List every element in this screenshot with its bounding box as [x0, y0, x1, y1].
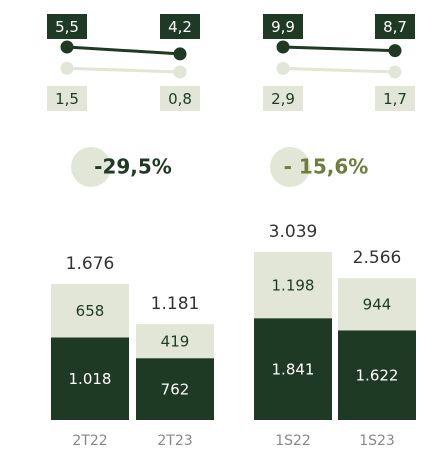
bar-segment — [338, 330, 416, 420]
value-box — [263, 86, 303, 111]
segment-label: 762 — [161, 381, 190, 399]
badge — [270, 147, 310, 187]
segment-label: 658 — [76, 302, 105, 320]
bar-segment — [136, 324, 214, 359]
line — [282, 45, 396, 53]
value-box — [47, 14, 87, 39]
segment-label: 1.018 — [69, 370, 112, 388]
value-label: 9,9 — [271, 18, 295, 36]
segment-label: 1.622 — [356, 367, 399, 385]
segment-label: 1.198 — [272, 277, 315, 295]
line — [282, 66, 396, 74]
value-box — [375, 14, 415, 39]
value-box — [263, 14, 303, 39]
point — [276, 40, 290, 54]
segment-label: 944 — [363, 296, 392, 314]
segment-label: 1.841 — [272, 361, 315, 379]
annotation: - 15,6% — [284, 155, 369, 179]
bar-segment — [254, 252, 332, 319]
point — [388, 44, 402, 58]
value-label: 0,8 — [168, 90, 192, 108]
line — [66, 45, 181, 56]
value-label: 4,2 — [168, 18, 192, 36]
badge — [71, 147, 111, 187]
value-label: 2,9 — [271, 90, 295, 108]
value-label: 8,7 — [383, 18, 407, 36]
point — [173, 47, 187, 61]
value-box — [47, 86, 87, 111]
bar-segment — [51, 337, 129, 420]
annotation: -29,5% — [94, 155, 172, 179]
bar-segment — [254, 318, 332, 420]
total-label: 1.676 — [66, 254, 115, 274]
x-tick-label: 1S22 — [275, 433, 311, 449]
point — [173, 65, 187, 79]
segment-label: 419 — [161, 333, 190, 351]
bar-segment — [338, 278, 416, 331]
point — [388, 65, 402, 79]
value-box — [160, 86, 200, 111]
value-label: 5,5 — [55, 18, 79, 36]
point — [60, 40, 74, 54]
bar-segment — [136, 358, 214, 420]
value-label: 1,5 — [55, 90, 79, 108]
x-tick-label: 1S23 — [359, 433, 395, 449]
total-label: 3.039 — [269, 222, 318, 242]
total-label: 2.566 — [353, 248, 402, 268]
point — [276, 61, 290, 75]
point — [60, 61, 74, 75]
x-tick-label: 2T22 — [72, 433, 107, 449]
value-box — [375, 86, 415, 111]
value-label: 1,7 — [383, 90, 407, 108]
value-box — [160, 14, 200, 39]
line — [66, 66, 181, 74]
bar-segment — [51, 284, 129, 338]
x-tick-label: 2T23 — [157, 433, 192, 449]
total-label: 1.181 — [151, 294, 200, 314]
